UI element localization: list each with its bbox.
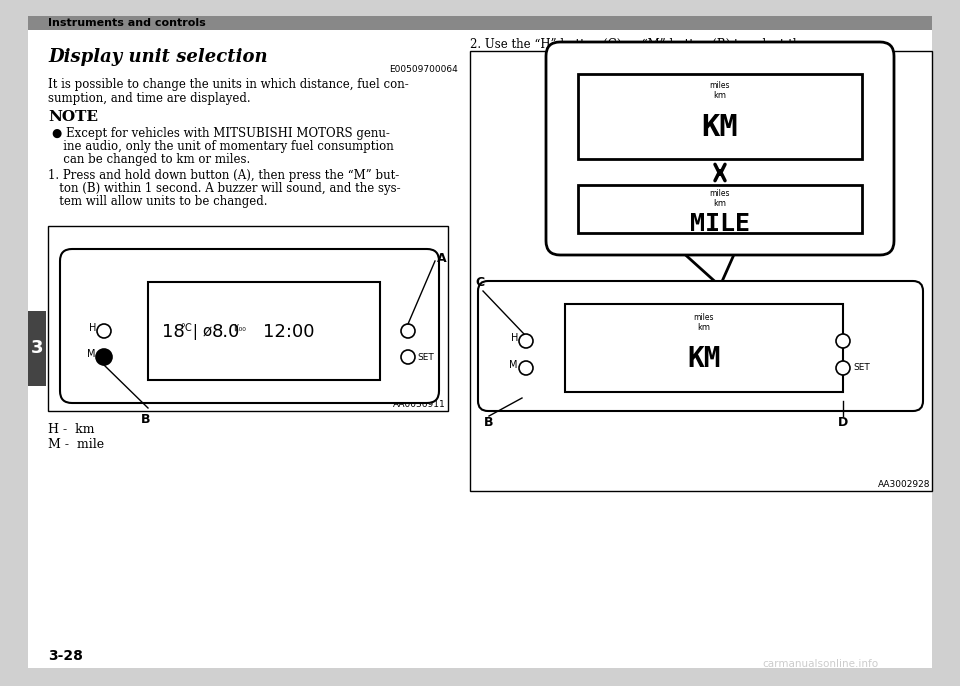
Text: km: km — [713, 91, 727, 101]
Text: can be changed to km or miles.: can be changed to km or miles. — [52, 153, 251, 166]
FancyBboxPatch shape — [28, 311, 46, 386]
FancyBboxPatch shape — [478, 281, 923, 411]
Text: 2. Use the “H” button (C) or “M” button (B) to select the: 2. Use the “H” button (C) or “M” button … — [470, 38, 807, 51]
Text: D: D — [838, 416, 848, 429]
Text: 12:00: 12:00 — [263, 323, 315, 341]
Text: miles: miles — [709, 189, 731, 198]
Text: carmanualsonline.info: carmanualsonline.info — [762, 659, 878, 669]
Text: SET: SET — [417, 353, 434, 362]
Text: ℃: ℃ — [180, 323, 191, 333]
Text: sumption, and time are displayed.: sumption, and time are displayed. — [48, 92, 251, 105]
Text: km: km — [698, 324, 710, 333]
Text: H -  km: H - km — [48, 423, 94, 436]
Circle shape — [519, 361, 533, 375]
Circle shape — [401, 350, 415, 364]
Text: 3-28: 3-28 — [48, 649, 83, 663]
Text: | ø: | ø — [188, 324, 212, 340]
Text: AA0036911: AA0036911 — [394, 400, 446, 409]
Circle shape — [519, 334, 533, 348]
FancyBboxPatch shape — [565, 304, 843, 392]
FancyBboxPatch shape — [546, 42, 894, 255]
Text: C: C — [475, 276, 485, 289]
Text: AA3002928: AA3002928 — [877, 480, 930, 489]
Polygon shape — [670, 241, 740, 286]
Text: desired speed unit, then press the “SET” button (D) to: desired speed unit, then press the “SET”… — [470, 52, 805, 65]
Text: H: H — [511, 333, 518, 343]
Text: l/₀₀: l/₀₀ — [233, 324, 246, 333]
Text: enter the setting.: enter the setting. — [470, 66, 585, 79]
Text: miles: miles — [709, 82, 731, 91]
Text: M: M — [510, 360, 518, 370]
Text: B: B — [141, 413, 151, 426]
Text: E00509700064: E00509700064 — [389, 65, 458, 74]
Text: 3: 3 — [31, 339, 43, 357]
Text: ● Except for vehicles with MITSUBISHI MOTORS genu-: ● Except for vehicles with MITSUBISHI MO… — [52, 127, 390, 140]
Text: MILE: MILE — [690, 212, 750, 236]
Text: KM: KM — [702, 113, 738, 143]
Circle shape — [836, 361, 850, 375]
Text: miles: miles — [694, 314, 714, 322]
FancyBboxPatch shape — [28, 16, 932, 668]
Text: A: A — [437, 252, 446, 265]
Circle shape — [96, 349, 112, 365]
Text: km: km — [713, 200, 727, 209]
Text: SET: SET — [853, 364, 870, 372]
Text: ton (B) within 1 second. A buzzer will sound, and the sys-: ton (B) within 1 second. A buzzer will s… — [48, 182, 400, 195]
FancyBboxPatch shape — [148, 282, 380, 380]
Circle shape — [836, 334, 850, 348]
Text: It is possible to change the units in which distance, fuel con-: It is possible to change the units in wh… — [48, 78, 409, 91]
Text: M -  mile: M - mile — [48, 438, 104, 451]
Text: tem will allow units to be changed.: tem will allow units to be changed. — [48, 195, 268, 208]
Text: 1. Press and hold down button (A), then press the “M” but-: 1. Press and hold down button (A), then … — [48, 169, 399, 182]
FancyBboxPatch shape — [28, 16, 932, 30]
Text: NOTE: NOTE — [48, 110, 98, 124]
FancyBboxPatch shape — [470, 51, 932, 491]
Text: H: H — [88, 323, 96, 333]
Text: Display unit selection: Display unit selection — [48, 48, 268, 66]
Text: 8.0: 8.0 — [212, 323, 240, 341]
FancyBboxPatch shape — [578, 74, 862, 159]
Circle shape — [401, 324, 415, 338]
FancyBboxPatch shape — [48, 226, 448, 411]
Text: KM: KM — [687, 345, 721, 373]
Text: ine audio, only the unit of momentary fuel consumption: ine audio, only the unit of momentary fu… — [52, 140, 394, 153]
FancyBboxPatch shape — [60, 249, 439, 403]
Text: 18: 18 — [162, 323, 184, 341]
FancyBboxPatch shape — [578, 185, 862, 233]
Circle shape — [97, 324, 111, 338]
Text: B: B — [484, 416, 493, 429]
Text: M: M — [87, 349, 96, 359]
Text: Instruments and controls: Instruments and controls — [48, 18, 205, 28]
